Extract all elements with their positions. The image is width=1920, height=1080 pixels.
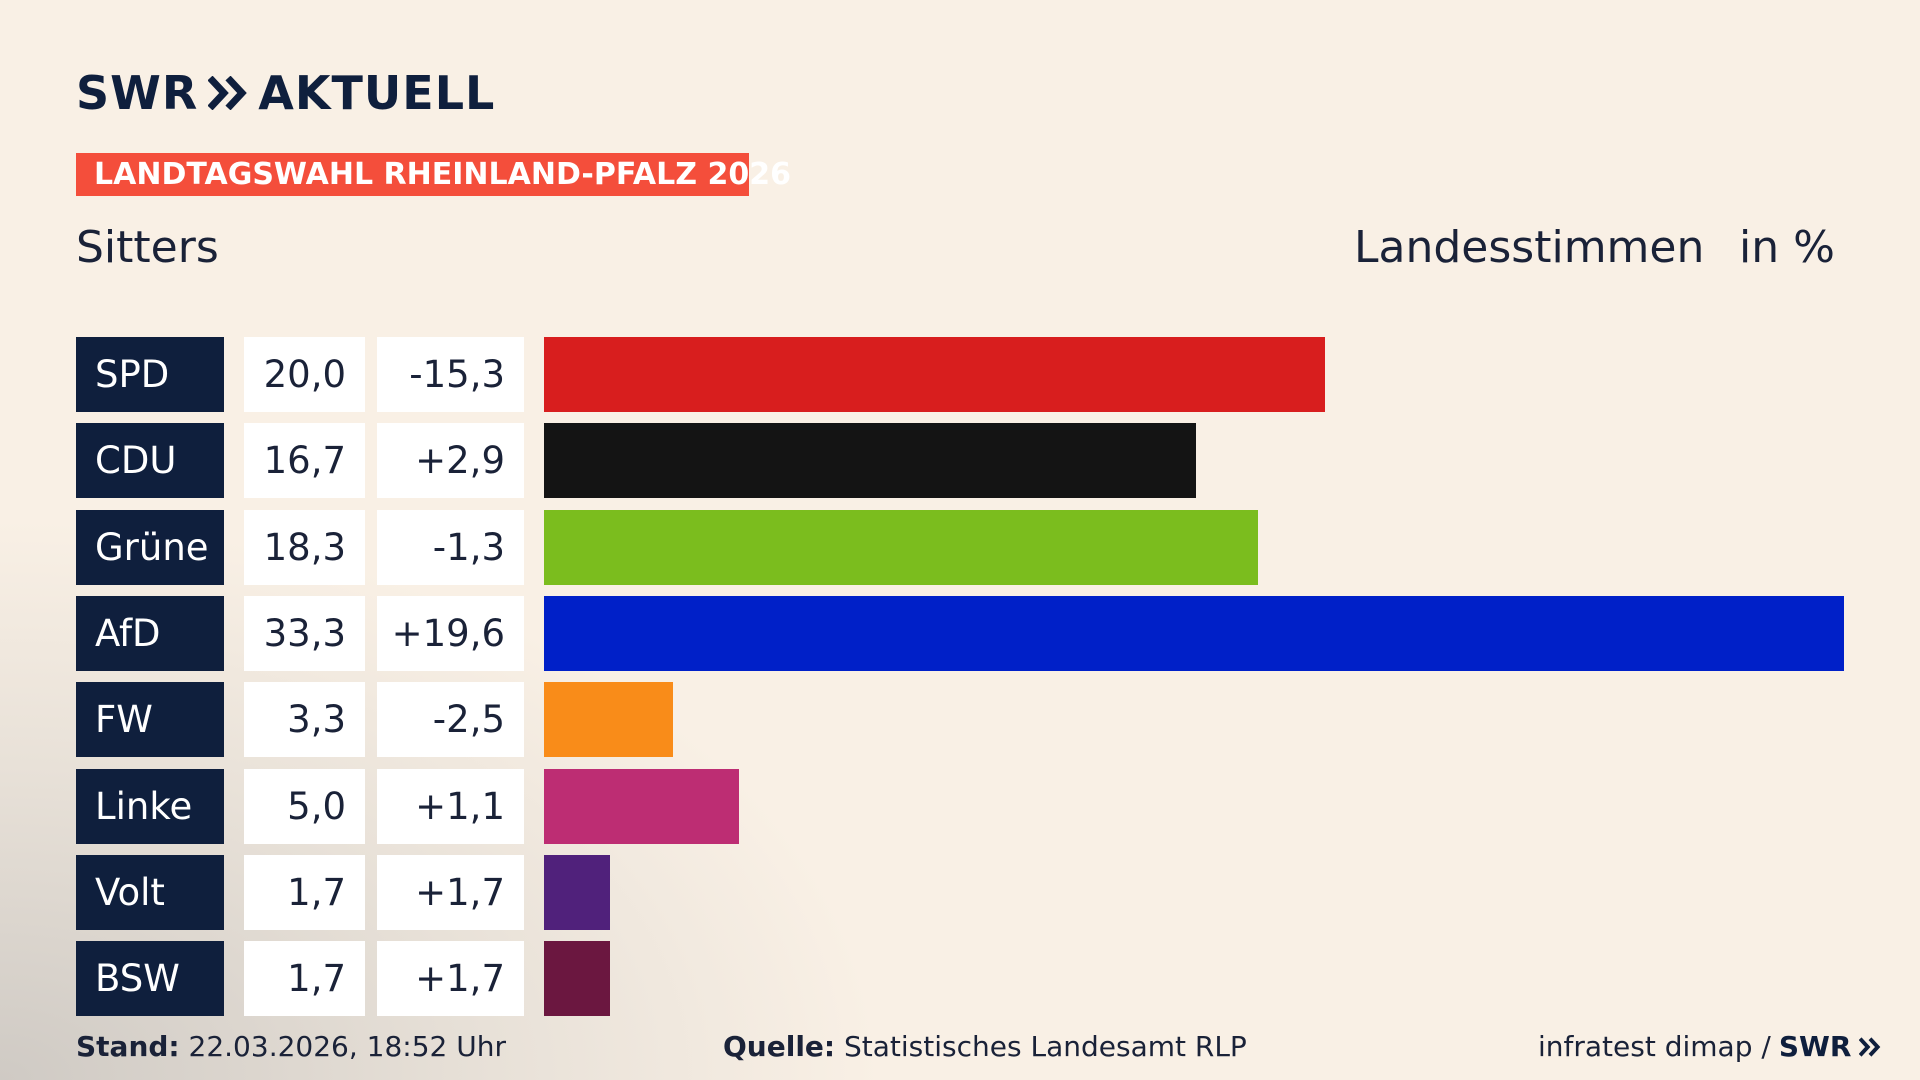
bar xyxy=(544,423,1196,499)
party-label: AfD xyxy=(76,595,224,671)
value-label: 18,3 xyxy=(244,509,365,585)
party-label: Grüne xyxy=(76,509,224,585)
source-value: Statistisches Landesamt RLP xyxy=(844,1030,1247,1063)
bar xyxy=(544,854,611,930)
credit-text: infratest dimap / xyxy=(1538,1030,1771,1063)
bar xyxy=(544,509,1259,585)
change-label: +1,7 xyxy=(377,941,524,1017)
stand: Stand: 22.03.2026, 18:52 Uhr xyxy=(76,1030,506,1063)
value-label: 16,7 xyxy=(244,423,365,499)
party-label: BSW xyxy=(76,941,224,1017)
party-label: FW xyxy=(76,682,224,758)
logo-chevrons xyxy=(208,76,248,110)
value-label: 5,0 xyxy=(244,768,365,844)
value-label: 33,3 xyxy=(244,595,365,671)
bar xyxy=(544,337,1325,412)
change-label: -1,3 xyxy=(377,509,524,585)
change-label: -15,3 xyxy=(377,337,524,412)
change-label: +2,9 xyxy=(377,423,524,499)
stand-label: Stand: xyxy=(76,1030,180,1063)
change-label: +1,1 xyxy=(377,768,524,844)
change-label: +19,6 xyxy=(377,595,524,671)
stand-value: 22.03.2026, 18:52 Uhr xyxy=(188,1030,506,1063)
credit-logo: SWR xyxy=(1778,1030,1852,1063)
title-banner: LANDTAGSWAHL RHEINLAND-PFALZ 2026 xyxy=(76,153,791,196)
party-label: SPD xyxy=(76,337,224,412)
credit: infratest dimap / SWR xyxy=(1538,1030,1881,1063)
value-label: 3,3 xyxy=(244,682,365,758)
unit: in % xyxy=(1739,222,1835,273)
change-label: -2,5 xyxy=(377,682,524,758)
source: Quelle: Statistisches Landesamt RLP xyxy=(723,1030,1247,1063)
value-label: 1,7 xyxy=(244,854,365,930)
party-label: CDU xyxy=(76,423,224,499)
value-label: 20,0 xyxy=(244,337,365,412)
bar xyxy=(544,682,673,758)
subtitle: Sitters xyxy=(76,222,219,273)
party-label: Linke xyxy=(76,768,224,844)
bar xyxy=(544,595,1844,671)
party-label: Volt xyxy=(76,854,224,930)
change-label: +1,7 xyxy=(377,854,524,930)
value-label: 1,7 xyxy=(244,941,365,1017)
logo-text: SWR xyxy=(76,66,199,120)
logo: SWR AKTUELL xyxy=(76,66,495,120)
bar xyxy=(544,768,740,844)
logo-section: AKTUELL xyxy=(258,66,496,120)
bar xyxy=(544,941,611,1017)
source-label: Quelle: xyxy=(723,1030,836,1063)
credit-chevrons xyxy=(1859,1036,1881,1057)
value-heading: Landesstimmen xyxy=(1354,222,1705,273)
